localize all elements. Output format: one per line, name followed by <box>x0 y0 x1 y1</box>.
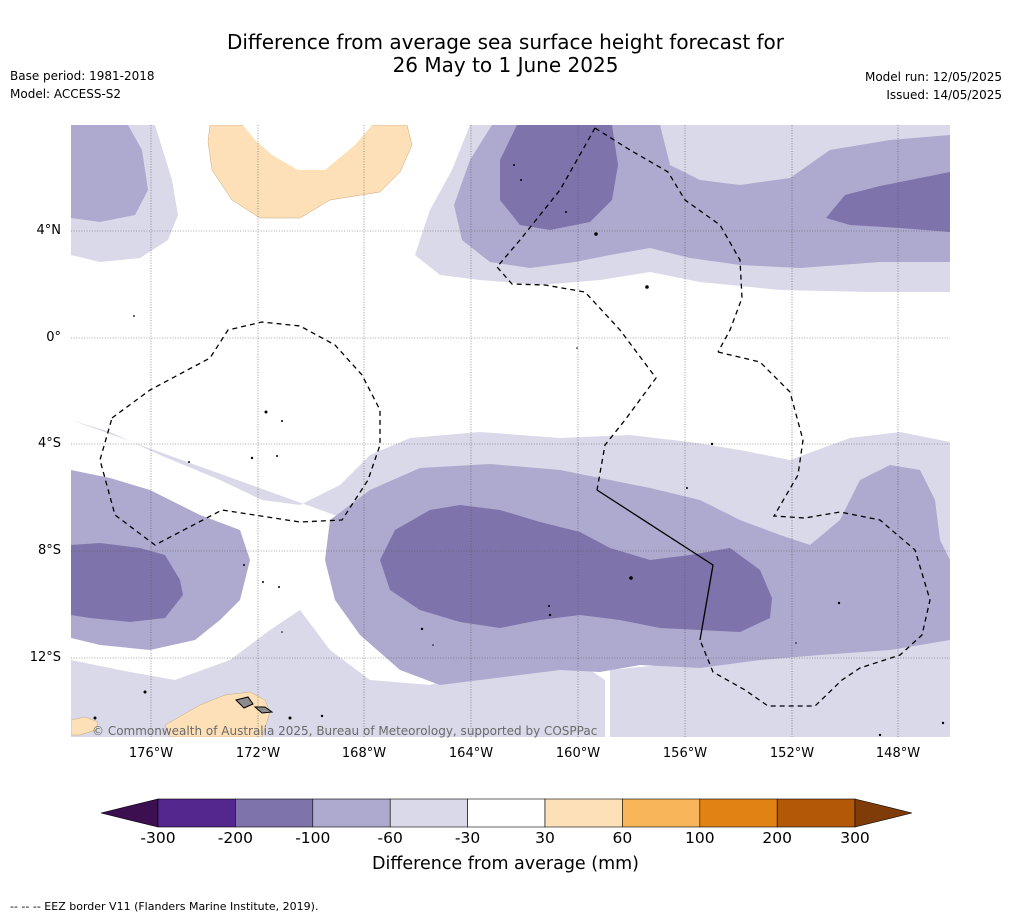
anomaly-region <box>660 125 950 185</box>
island <box>795 642 797 644</box>
title-line-1: Difference from average sea surface heig… <box>226 30 785 54</box>
island <box>520 179 522 181</box>
colorbar-segment <box>235 798 314 828</box>
anomaly-region <box>826 172 950 232</box>
lat-label: 4°N <box>36 223 62 238</box>
colorbar-tick: 30 <box>535 829 555 847</box>
colorbar-segment <box>312 798 391 828</box>
island <box>565 211 567 213</box>
island <box>548 605 550 607</box>
issued-date: Issued: 14/05/2025 <box>886 88 1002 102</box>
island <box>594 232 598 236</box>
lat-label: 8°S <box>37 543 61 558</box>
island <box>941 721 945 725</box>
lon-label: 168°W <box>341 746 387 761</box>
meta-right: Model run: 12/05/2025 Issued: 14/05/2025 <box>865 68 1002 104</box>
island <box>235 696 254 709</box>
island <box>548 613 552 617</box>
island <box>320 714 324 718</box>
colorbar-tick: -300 <box>140 829 176 847</box>
colorbar-label: Difference from average (mm) <box>371 854 640 874</box>
lon-label: 148°W <box>875 746 921 761</box>
colorbar-tick: -100 <box>295 829 331 847</box>
title-line-2: 26 May to 1 June 2025 <box>392 53 619 77</box>
anomaly-region <box>500 125 618 230</box>
island <box>93 716 97 720</box>
island <box>281 420 283 422</box>
island <box>288 716 292 720</box>
colorbar-tick: 60 <box>612 829 633 847</box>
copyright-notice: © Commonwealth of Australia 2025, Bureau… <box>92 724 598 738</box>
island <box>576 347 578 349</box>
eez-footnote: -- -- -- EEZ border V11 (Flanders Marine… <box>10 900 319 913</box>
island <box>253 706 274 714</box>
colorbar-extend-high <box>854 798 913 828</box>
lat-label: 0° <box>46 330 61 345</box>
maritime-boundary <box>596 489 714 641</box>
island <box>250 456 254 460</box>
island <box>420 627 424 631</box>
anomaly-region <box>71 125 148 222</box>
island <box>276 455 278 457</box>
colorbar-segment <box>776 798 856 828</box>
colorbar-segment <box>699 798 778 828</box>
eez-border <box>699 351 931 707</box>
island <box>281 631 283 633</box>
eez-borders <box>99 127 931 707</box>
island <box>513 164 515 166</box>
island <box>432 644 434 646</box>
island <box>188 461 190 463</box>
model-run: Model run: 12/05/2025 <box>864 70 1002 84</box>
model-name: Model: ACCESS-S2 <box>10 87 122 101</box>
lon-label: 176°W <box>128 746 174 761</box>
island <box>645 285 649 289</box>
lon-label: 164°W <box>448 746 494 761</box>
lon-label: 156°W <box>662 746 708 761</box>
graticule <box>71 125 950 737</box>
anomaly-region <box>71 543 183 622</box>
positive-anomaly-region <box>207 125 413 219</box>
lat-label: 12°S <box>29 650 61 665</box>
island <box>837 601 841 605</box>
colorbar-segment <box>544 798 623 828</box>
lon-label: 160°W <box>555 746 601 761</box>
eez-border <box>496 127 657 491</box>
colorbar-tick: -30 <box>454 829 481 847</box>
anomaly-region <box>380 505 772 632</box>
lon-label: 152°W <box>769 746 815 761</box>
map-panel <box>71 125 950 737</box>
colorbar-segment <box>389 798 468 828</box>
islands <box>93 164 945 737</box>
eez-border <box>594 127 743 353</box>
island <box>143 690 147 694</box>
island <box>243 564 245 566</box>
island <box>878 733 882 737</box>
map-title: Difference from average sea surface heig… <box>0 31 1011 77</box>
island <box>278 586 280 588</box>
positive-anomaly-region <box>71 716 99 736</box>
boundary-line <box>596 489 714 641</box>
neutral-region <box>243 125 372 170</box>
colorbar-extend-low <box>100 798 159 828</box>
lat-label: 4°S <box>37 436 61 451</box>
island <box>629 576 633 580</box>
island <box>710 442 714 446</box>
meta-left: Base period: 1981-2018 Model: ACCESS-S2 <box>10 67 155 103</box>
colorbar-tick: -60 <box>377 829 403 847</box>
island <box>262 581 264 583</box>
island <box>686 487 688 489</box>
colorbar <box>100 798 913 828</box>
colorbar-tick: 100 <box>685 829 715 847</box>
lon-label: 172°W <box>235 746 281 761</box>
colorbar-tick: 300 <box>840 829 870 847</box>
island <box>264 410 268 414</box>
colorbar-tick: -200 <box>217 829 253 847</box>
colorbar-segment <box>467 798 546 828</box>
island <box>133 315 135 317</box>
colorbar-segment <box>622 798 701 828</box>
colorbar-tick: 200 <box>762 829 792 847</box>
base-period: Base period: 1981-2018 <box>10 69 155 83</box>
colorbar-segment <box>157 798 236 828</box>
